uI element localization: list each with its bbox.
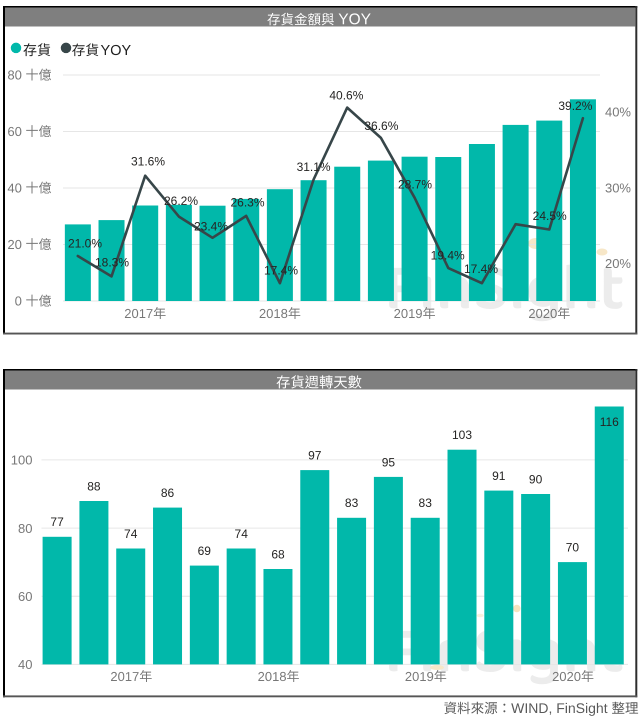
svg-text:74: 74 [235, 527, 249, 541]
svg-text:40: 40 [18, 657, 32, 672]
svg-text:39.2%: 39.2% [558, 99, 592, 113]
svg-text:91: 91 [492, 469, 506, 483]
svg-text:17.4%: 17.4% [264, 263, 298, 277]
svg-text:100: 100 [11, 453, 33, 468]
svg-text:68: 68 [271, 547, 285, 561]
svg-text:97: 97 [308, 449, 322, 463]
svg-text:80: 80 [18, 521, 32, 536]
svg-text:30%: 30% [605, 181, 631, 196]
svg-text:83: 83 [419, 496, 433, 510]
svg-text:70: 70 [566, 541, 580, 555]
svg-text:74: 74 [124, 527, 138, 541]
svg-text:69: 69 [198, 544, 212, 558]
svg-text:19.4%: 19.4% [431, 248, 465, 262]
svg-text:31.1%: 31.1% [297, 160, 331, 174]
svg-text:26.2%: 26.2% [164, 194, 198, 208]
svg-text:24.5%: 24.5% [533, 209, 567, 223]
svg-text:103: 103 [452, 428, 472, 442]
svg-text:95: 95 [382, 455, 396, 469]
svg-text:116: 116 [600, 415, 619, 429]
svg-text:90: 90 [529, 472, 543, 486]
svg-text:20%: 20% [605, 256, 631, 271]
svg-text:28.7%: 28.7% [398, 177, 432, 191]
svg-text:18.3%: 18.3% [95, 255, 129, 269]
svg-text:40%: 40% [605, 105, 631, 120]
svg-text:31.6%: 31.6% [131, 154, 165, 168]
svg-text:17.4%: 17.4% [464, 262, 498, 276]
svg-text:36.6%: 36.6% [364, 119, 398, 133]
svg-text:83: 83 [345, 496, 359, 510]
svg-text:26.3%: 26.3% [230, 195, 264, 209]
svg-text:77: 77 [50, 515, 64, 529]
svg-text:86: 86 [161, 486, 175, 500]
svg-text:21.0%: 21.0% [68, 236, 102, 250]
svg-text:60: 60 [18, 589, 32, 604]
svg-text:40.6%: 40.6% [329, 88, 363, 102]
svg-text:23.4%: 23.4% [194, 219, 228, 233]
svg-text:88: 88 [87, 479, 101, 493]
